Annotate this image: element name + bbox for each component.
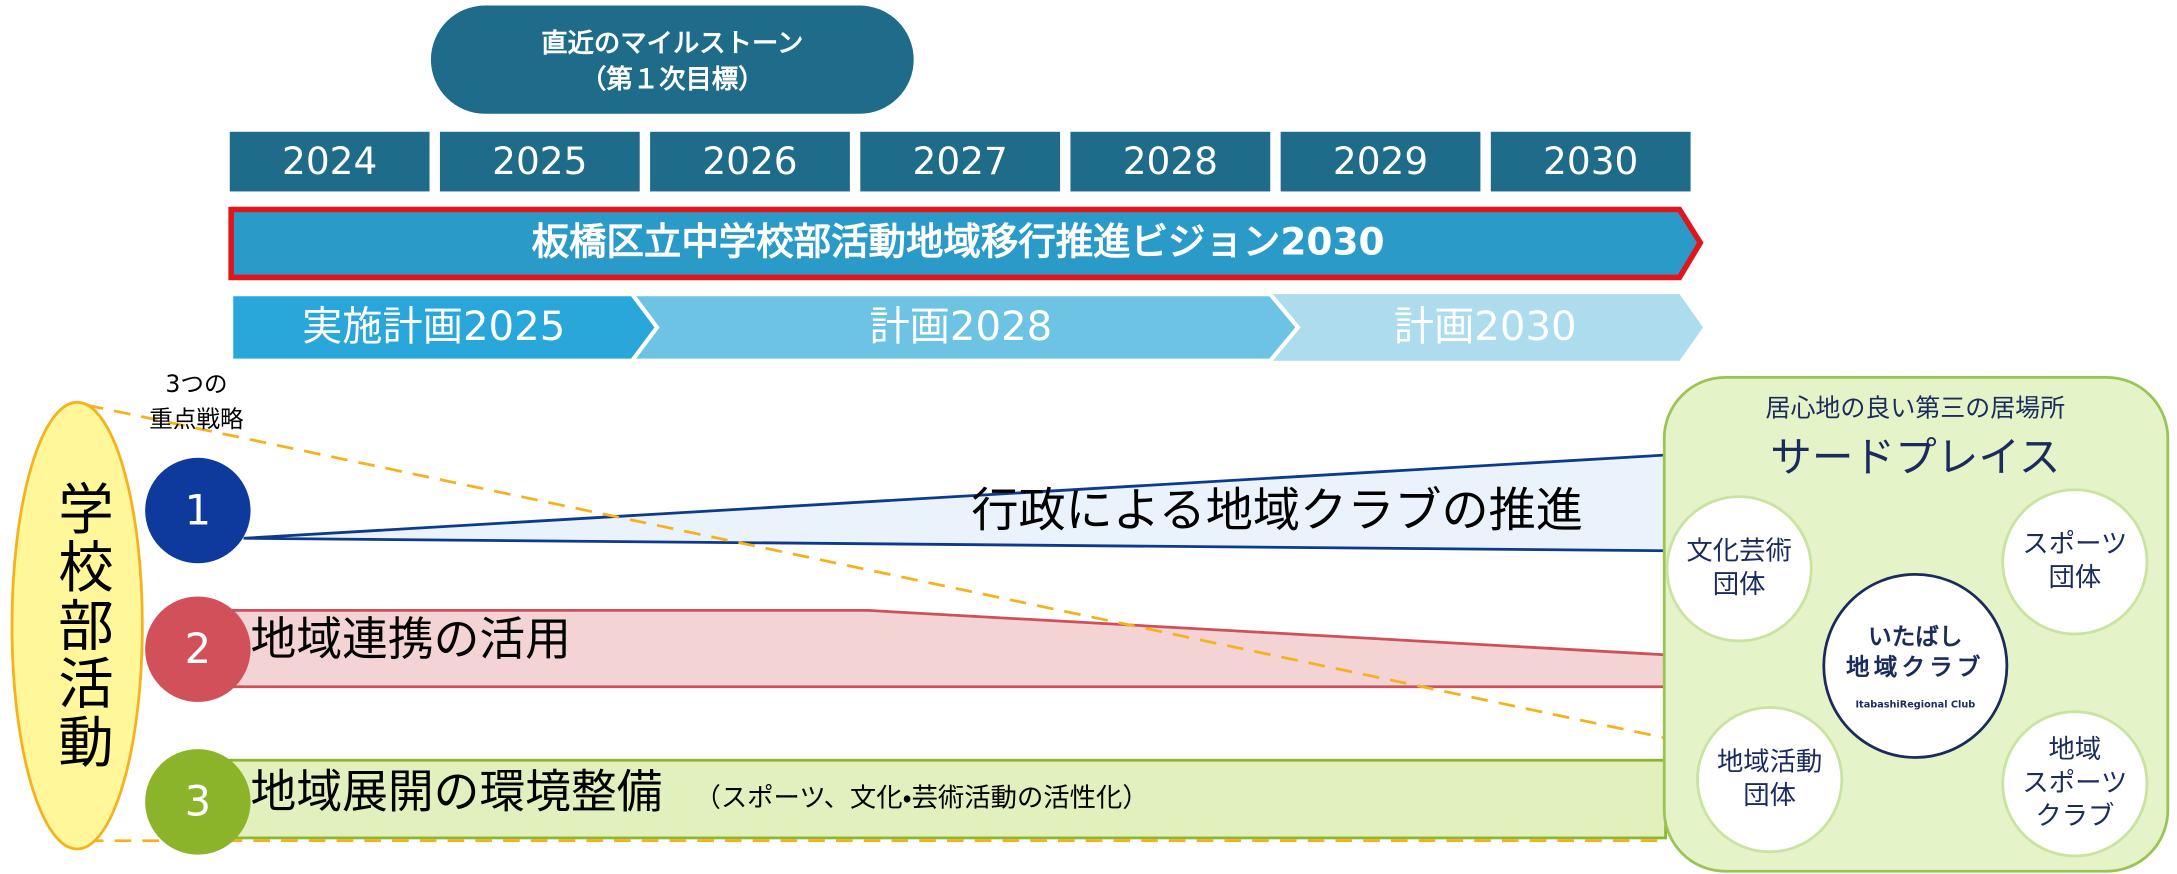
strategy-text: 行政による地域クラブの推進 — [971, 483, 1583, 538]
group-circle — [1698, 708, 1842, 852]
group-label: 団体 — [2049, 563, 2102, 593]
club-activity-label: 学校部活動 — [48, 480, 113, 771]
phase-label: 実施計画2025 — [302, 304, 565, 350]
third-place-title: サードプレイス — [1770, 433, 2060, 482]
year-label: 2026 — [702, 139, 797, 183]
strategy-number: 1 — [185, 485, 211, 534]
center-text: いたばし — [1868, 623, 1962, 651]
diagram: 直近のマイルストーン （第１次目標） 202420252026202720282… — [0, 0, 2177, 874]
page: 直近のマイルストーン （第１次目標） 202420252026202720282… — [0, 0, 2177, 874]
strategy-label: 3つの — [165, 370, 227, 398]
strategy-number: 2 — [185, 624, 211, 673]
milestone-text: （第１次目標） — [580, 64, 764, 95]
group-label: スポーツ — [2022, 768, 2127, 798]
phase-label: 計画2030 — [1394, 304, 1577, 350]
strategy-label: 重点戦略 — [149, 405, 244, 433]
milestone-text: 直近のマイルストーン — [541, 29, 803, 59]
group-label: スポーツ — [2022, 530, 2127, 560]
group-label: クラブ — [2035, 802, 2114, 832]
vision-title: 板橋区立中学校部活動地域移行推進ビジョン2030 — [532, 220, 1385, 264]
center-text: 地域クラブ — [1846, 653, 1985, 681]
group-circle — [2003, 490, 2147, 634]
year-label: 2030 — [1543, 139, 1638, 183]
group-label: 文化芸術 — [1686, 537, 1791, 567]
year-row: 2024 2025 2026 2027 2028 2029 2030 — [230, 132, 1691, 192]
phase-label: 計画2028 — [869, 304, 1052, 350]
group-label: 地域活動 — [1717, 748, 1822, 778]
strategy-text: 地域連携の活用 — [251, 613, 571, 666]
strategy-number: 3 — [185, 777, 211, 826]
group-label: 団体 — [1713, 570, 1766, 600]
year-label: 2029 — [1333, 139, 1428, 183]
milestone-pill — [431, 6, 914, 114]
year-label: 2025 — [492, 139, 587, 183]
strategy-text: 地域展開の環境整備 — [251, 765, 663, 818]
third-place-subtitle: 居心地の良い第三の居場所 — [1766, 393, 2066, 422]
strategy-note: （スポーツ、文化・芸術活動の活性化） — [695, 784, 1149, 814]
group-label: 団体 — [1743, 781, 1796, 811]
year-label: 2024 — [282, 139, 377, 183]
center-text: ItabashiRegional Club — [1855, 700, 1975, 711]
group-circle — [1667, 497, 1811, 641]
group-label: 地域 — [2049, 735, 2102, 765]
year-label: 2028 — [1123, 139, 1218, 183]
year-label: 2027 — [913, 139, 1008, 183]
